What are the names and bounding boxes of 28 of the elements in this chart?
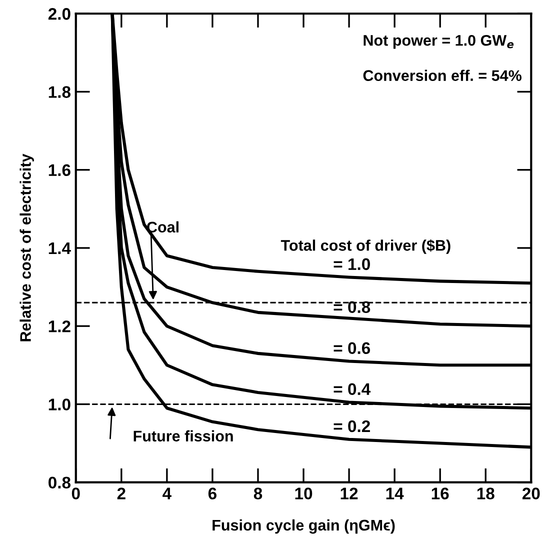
series-label: = 1.0 xyxy=(334,258,370,270)
x-tick-label: 6 xyxy=(208,488,216,500)
y-tick-label: 1.4 xyxy=(48,242,71,254)
x-tick-label: 20 xyxy=(522,488,540,500)
x-tick-label: 0 xyxy=(72,488,80,500)
x-tick-label: 10 xyxy=(295,488,312,500)
annotation: Not power = 1.0 GW$_{e}$ xyxy=(364,34,514,49)
x-tick-label: 8 xyxy=(254,488,262,500)
x-tick-label: 2 xyxy=(117,488,126,500)
ref-line-label: Future fission xyxy=(134,430,233,442)
series-label: = 0.2 xyxy=(334,420,370,432)
x-tick-label: 16 xyxy=(432,488,449,500)
x-axis-title: Fusion cycle gain (ηGMϵ) xyxy=(212,519,395,534)
y-tick-label: 1.6 xyxy=(48,164,70,176)
x-tick-label: 12 xyxy=(340,488,358,500)
x-tick-label: 4 xyxy=(162,488,172,500)
series-label: = 0.6 xyxy=(334,342,370,354)
legend-title: Total cost of driver ($B) xyxy=(280,239,450,254)
y-tick-label: 2.0 xyxy=(48,8,70,20)
series-label: = 0.4 xyxy=(334,383,371,396)
y-tick-label: 1.8 xyxy=(48,86,71,98)
y-tick-label: 0.8 xyxy=(48,476,71,489)
x-tick-label: 18 xyxy=(477,488,494,500)
y-tick-label: 1.0 xyxy=(48,398,70,410)
y-tick-label: 1.2 xyxy=(48,320,70,332)
y-axis-title: Relative cost of electricity xyxy=(20,154,34,342)
annotation: Conversion eff. = 54% xyxy=(363,70,522,81)
x-tick-label: 14 xyxy=(386,488,404,500)
